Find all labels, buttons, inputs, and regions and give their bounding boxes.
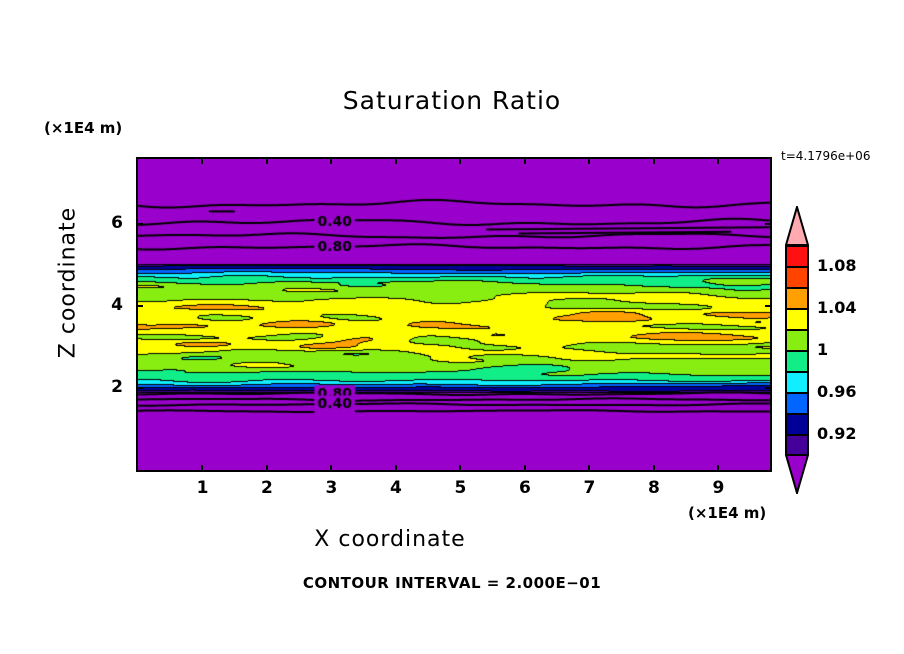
y-tick-label: 6 bbox=[111, 213, 123, 234]
x-tick-mark bbox=[459, 465, 462, 472]
time-annotation: t=4.1796e+06 bbox=[781, 149, 871, 163]
colorbar-tick-label: 0.96 bbox=[817, 382, 857, 401]
x-tick-mark-top bbox=[652, 157, 655, 164]
y-tick-mark bbox=[136, 305, 143, 308]
x-tick-mark-top bbox=[588, 157, 591, 164]
colorbar-band bbox=[787, 436, 807, 457]
colorbar-bands bbox=[785, 245, 809, 457]
x-tick-mark bbox=[265, 465, 268, 472]
x-tick-mark bbox=[201, 465, 204, 472]
y-tick-mark bbox=[136, 223, 143, 226]
colorbar-band bbox=[787, 310, 807, 331]
x-tick-mark bbox=[330, 465, 333, 472]
contour-field-canvas bbox=[138, 159, 770, 470]
contour-interval-caption: CONTOUR INTERVAL = 2.000E−01 bbox=[302, 574, 602, 592]
x-tick-label: 1 bbox=[196, 478, 209, 498]
x-tick-label: 3 bbox=[325, 478, 338, 498]
colorbar-tick-label: 0.92 bbox=[817, 424, 857, 443]
x-tick-mark bbox=[588, 465, 591, 472]
x-tick-mark-top bbox=[394, 157, 397, 164]
y-tick-mark-right bbox=[765, 305, 772, 308]
x-tick-mark-top bbox=[523, 157, 526, 164]
y-axis-unit-label: (×1E4 m) bbox=[44, 119, 123, 137]
y-tick-mark-right bbox=[765, 387, 772, 390]
x-tick-mark-top bbox=[717, 157, 720, 164]
x-tick-label: 6 bbox=[519, 478, 531, 498]
x-tick-mark bbox=[394, 465, 397, 472]
x-tick-mark bbox=[523, 465, 526, 472]
colorbar-top-cap bbox=[784, 203, 810, 246]
x-tick-label: 2 bbox=[261, 478, 273, 498]
colorbar-band bbox=[787, 268, 807, 289]
x-tick-label: 4 bbox=[390, 478, 402, 498]
x-tick-mark bbox=[652, 465, 655, 472]
colorbar-band bbox=[787, 415, 807, 436]
colorbar: 1.08 1.04 1 0.96 0.92 bbox=[784, 203, 856, 497]
page-title: Saturation Ratio bbox=[342, 86, 562, 115]
colorbar-band bbox=[787, 394, 807, 415]
x-axis-unit-label: (×1E4 m) bbox=[688, 504, 767, 522]
colorbar-tick-label: 1.08 bbox=[817, 256, 857, 275]
colorbar-band bbox=[787, 247, 807, 268]
x-tick-mark-top bbox=[265, 157, 268, 164]
y-tick-mark-right bbox=[765, 223, 772, 226]
colorbar-band bbox=[787, 331, 807, 352]
x-tick-mark bbox=[717, 465, 720, 472]
colorbar-tick-label: 1 bbox=[817, 340, 829, 359]
x-tick-mark-top bbox=[201, 157, 204, 164]
x-tick-mark-top bbox=[330, 157, 333, 164]
x-axis-title: X coordinate bbox=[314, 527, 466, 552]
x-tick-label: 7 bbox=[583, 478, 596, 498]
y-tick-label: 4 bbox=[111, 295, 123, 316]
y-tick-label: 2 bbox=[111, 377, 123, 398]
colorbar-tick-label: 1.04 bbox=[817, 298, 857, 317]
x-tick-label: 9 bbox=[712, 478, 725, 498]
x-tick-mark-top bbox=[459, 157, 462, 164]
contour-plot-area bbox=[136, 157, 772, 472]
y-tick-mark bbox=[136, 387, 143, 390]
x-tick-label: 5 bbox=[454, 478, 467, 498]
colorbar-band bbox=[787, 289, 807, 310]
colorbar-bottom-cap bbox=[784, 454, 810, 497]
colorbar-band bbox=[787, 352, 807, 373]
x-tick-label: 8 bbox=[647, 478, 660, 498]
y-axis-title: Z coordinate bbox=[55, 206, 81, 359]
colorbar-band bbox=[787, 373, 807, 394]
